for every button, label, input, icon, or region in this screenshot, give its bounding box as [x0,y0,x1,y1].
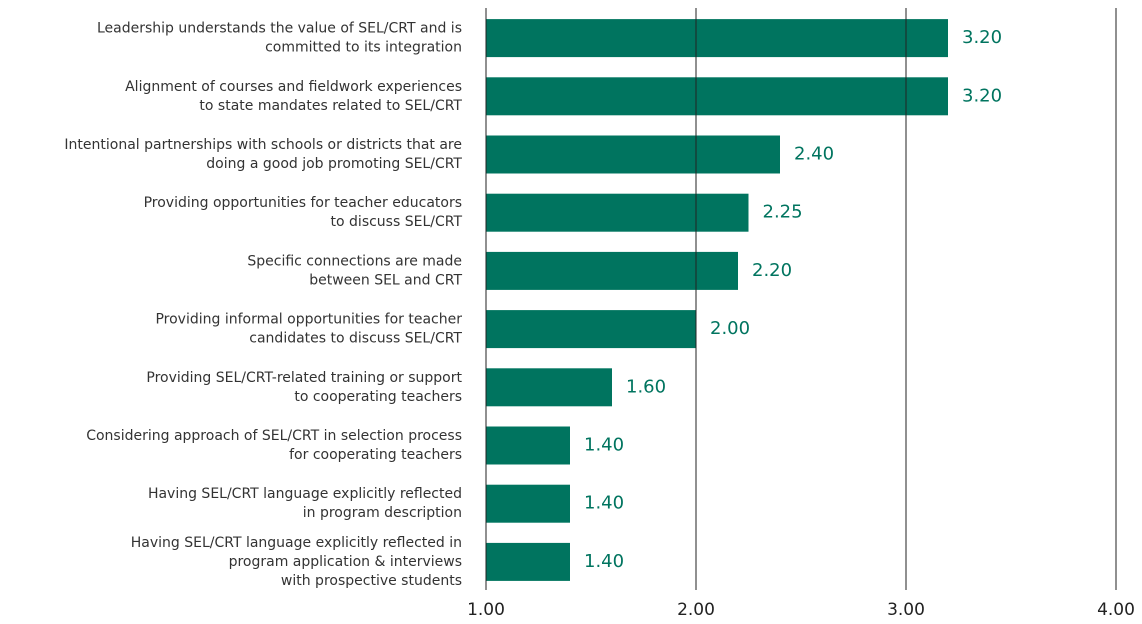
y-tick-label-line: Specific connections are made [247,253,462,269]
y-tick-label: Providing SEL/CRT-related training or su… [146,370,462,405]
y-tick-label-line: Having SEL/CRT language explicitly refle… [131,535,462,551]
value-label: 2.20 [752,260,792,281]
y-tick-label-line: program application & interviews [229,554,462,570]
value-label: 1.40 [584,435,624,456]
bar [486,484,570,523]
y-tick-label-line: Leadership understands the value of SEL/… [97,21,462,37]
value-label: 1.40 [584,551,624,572]
y-tick-label-line: committed to its integration [265,40,462,56]
bar [486,310,696,349]
x-tick-label: 2.00 [677,600,715,620]
y-tick-label-line: Providing informal opportunities for tea… [155,312,462,328]
y-tick-label-line: doing a good job promoting SEL/CRT [206,156,462,172]
y-tick-label-line: for cooperating teachers [289,447,462,463]
y-tick-label-line: between SEL and CRT [309,272,462,288]
y-tick-label-line: Having SEL/CRT language explicitly refle… [148,486,462,502]
y-tick-label-line: Intentional partnerships with schools or… [64,137,462,153]
y-tick-label: Specific connections are made between SEL… [247,253,462,288]
value-label: 1.60 [626,376,666,397]
bar [486,368,612,407]
y-tick-label: Alignment of courses and fieldwork exper… [125,79,462,114]
value-label: 2.25 [763,202,803,223]
y-tick-label: Leadership understands the value of SEL/… [97,21,462,56]
bar [486,19,948,58]
value-label: 3.20 [962,85,1002,106]
y-tick-label-line: Considering approach of SEL/CRT in selec… [86,428,462,444]
y-tick-label: Providing opportunities for teacher educ… [144,195,463,230]
value-label: 3.20 [962,27,1002,48]
bar [486,542,570,581]
value-label: 1.40 [584,493,624,514]
y-tick-label-line: to discuss SEL/CRT [331,214,463,230]
y-tick-label: Considering approach of SEL/CRT in selec… [86,428,462,463]
bar [486,251,738,290]
y-tick-label-line: Providing opportunities for teacher educ… [144,195,462,211]
bar [486,77,948,116]
y-tick-label-line: Alignment of courses and fieldwork exper… [125,79,462,95]
y-tick-label: Having SEL/CRT language explicitly refle… [148,486,462,521]
y-tick-label-line: in program description [303,505,462,521]
value-label: 2.00 [710,318,750,339]
y-tick-label: Having SEL/CRT language explicitly refle… [131,535,462,589]
x-tick-label: 3.00 [887,600,925,620]
y-tick-label: Providing informal opportunities for tea… [155,312,462,347]
bar [486,193,749,232]
y-tick-label-line: to cooperating teachers [294,389,462,405]
bar [486,426,570,465]
y-tick-label-line: Providing SEL/CRT-related training or su… [146,370,462,386]
y-tick-label-line: to state mandates related to SEL/CRT [199,98,462,114]
y-tick-label: Intentional partnerships with schools or… [64,137,462,172]
x-tick-label: 4.00 [1097,600,1135,620]
y-tick-label-line: candidates to discuss SEL/CRT [249,331,462,347]
y-tick-label-line: with prospective students [281,573,462,589]
bar [486,135,780,174]
x-tick-label: 1.00 [467,600,505,620]
value-label: 2.40 [794,144,834,165]
